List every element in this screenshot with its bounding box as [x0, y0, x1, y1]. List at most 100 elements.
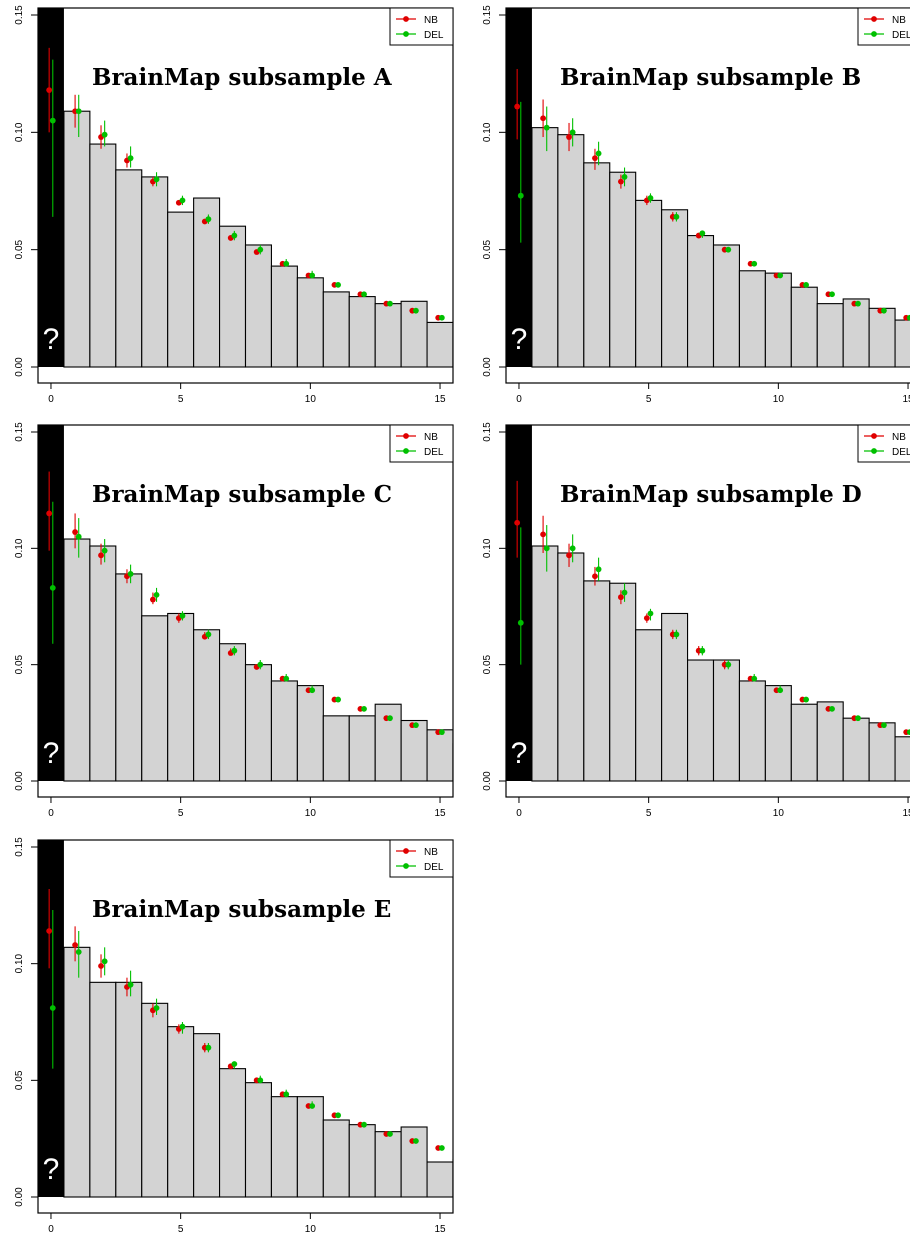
histogram-bar	[712, 244, 740, 368]
legend-box	[389, 424, 454, 463]
point-del	[595, 566, 602, 573]
legend-point-del	[871, 31, 877, 37]
histogram-bar	[738, 270, 766, 368]
histogram-bar	[193, 1033, 221, 1198]
point-nb	[618, 178, 624, 185]
point-nb	[540, 115, 546, 122]
legend-point-del	[403, 448, 409, 454]
point-nb	[150, 596, 156, 603]
histogram-bar	[426, 729, 453, 782]
unknown-bar	[38, 425, 64, 781]
y-tick-label: 0.10	[14, 538, 25, 558]
legend-label-nb: NB	[892, 15, 906, 26]
histogram-bar	[816, 303, 844, 368]
y-tick-label: 0.05	[482, 239, 493, 259]
point-nb	[98, 963, 104, 969]
point-del	[153, 176, 160, 183]
point-del	[49, 584, 56, 591]
x-tick-label: 5	[646, 808, 652, 819]
histogram-bar	[583, 580, 611, 782]
point-del	[725, 246, 732, 253]
point-del	[751, 260, 758, 267]
plot-panel-4: ? 0.00 0.05 0.10 0.15 0 5 10 15 BrainMap subsampl…	[14, 837, 454, 1235]
legend-label-del: DEL	[424, 30, 444, 41]
histogram-bar	[894, 319, 910, 368]
x-tick-label: 10	[773, 394, 785, 405]
histogram-bar	[531, 545, 559, 782]
histogram-bar	[348, 715, 376, 782]
legend-point-del	[403, 863, 409, 869]
y-tick-label: 0.10	[482, 538, 493, 558]
point-del	[647, 610, 654, 617]
y-tick-label: 0.15	[14, 5, 25, 25]
point-del	[517, 619, 524, 626]
x-tick-label: 15	[902, 394, 910, 405]
y-tick-label: 0.00	[14, 357, 25, 377]
histogram-bar	[270, 680, 298, 782]
point-del	[335, 1112, 341, 1119]
plot-panel-0: ? 0.00 0.05 0.10 0.15 0 5 10 15 BrainMap subsampl…	[14, 5, 454, 405]
point-del	[127, 155, 134, 162]
point-del	[179, 197, 186, 204]
plot-frame	[37, 839, 454, 1214]
unknown-bar	[38, 8, 64, 367]
point-del	[257, 1077, 264, 1084]
histogram-bar	[738, 680, 766, 782]
histogram-bar	[141, 176, 169, 368]
point-del	[777, 272, 784, 279]
histogram-bar	[193, 197, 221, 368]
histogram-bar	[790, 703, 818, 782]
point-del	[387, 300, 393, 307]
histogram-bar	[452, 1159, 453, 1198]
y-tick-label: 0.10	[14, 122, 25, 142]
histogram-bar	[894, 736, 910, 782]
plot-area: ?	[38, 840, 453, 1198]
point-del	[205, 1044, 212, 1051]
legend-box	[857, 7, 910, 46]
panel-title: BrainMap subsample D	[560, 481, 862, 508]
plot-frame	[505, 7, 910, 384]
plot-area: ?	[38, 8, 453, 368]
point-del	[101, 131, 108, 138]
x-tick-label: 0	[516, 808, 522, 819]
point-del	[231, 1061, 238, 1067]
legend-box	[857, 424, 910, 463]
y-tick-label: 0.15	[482, 422, 493, 442]
histogram-bar	[244, 244, 272, 368]
point-del	[127, 571, 134, 577]
histogram-bar	[115, 981, 143, 1198]
histogram-bar	[557, 134, 585, 368]
y-tick-label: 0.10	[482, 122, 493, 142]
histogram-bar	[193, 629, 221, 782]
point-del	[283, 1091, 290, 1098]
histogram-bar	[531, 127, 559, 368]
histogram-bar	[400, 719, 428, 782]
y-tick-label: 0.05	[14, 1070, 25, 1090]
legend: NB DEL	[389, 424, 454, 463]
point-del	[179, 612, 186, 619]
legend-box	[389, 839, 454, 878]
histogram-bar	[374, 1131, 402, 1198]
point-del	[673, 213, 680, 220]
point-del	[309, 1103, 316, 1109]
histogram-bar	[348, 1124, 376, 1198]
x-tick-label: 5	[646, 394, 652, 405]
histogram-bar	[687, 659, 715, 782]
histogram-bar	[244, 1082, 272, 1198]
histogram-bar	[322, 715, 350, 782]
panel-title: BrainMap subsample A	[92, 64, 393, 91]
legend-box	[389, 7, 454, 46]
point-del	[283, 675, 290, 682]
point-del	[803, 281, 809, 288]
y-tick-label: 0.00	[14, 771, 25, 791]
legend-label-nb: NB	[424, 15, 438, 26]
histogram-bar	[609, 171, 637, 368]
unknown-label: ?	[43, 323, 60, 356]
histogram-bar	[115, 169, 143, 368]
point-del	[647, 195, 654, 201]
point-del	[387, 1131, 393, 1137]
point-del	[906, 729, 910, 736]
y-tick-label: 0.00	[482, 357, 493, 377]
plot-frame	[505, 424, 910, 798]
histogram-bar	[868, 722, 896, 782]
